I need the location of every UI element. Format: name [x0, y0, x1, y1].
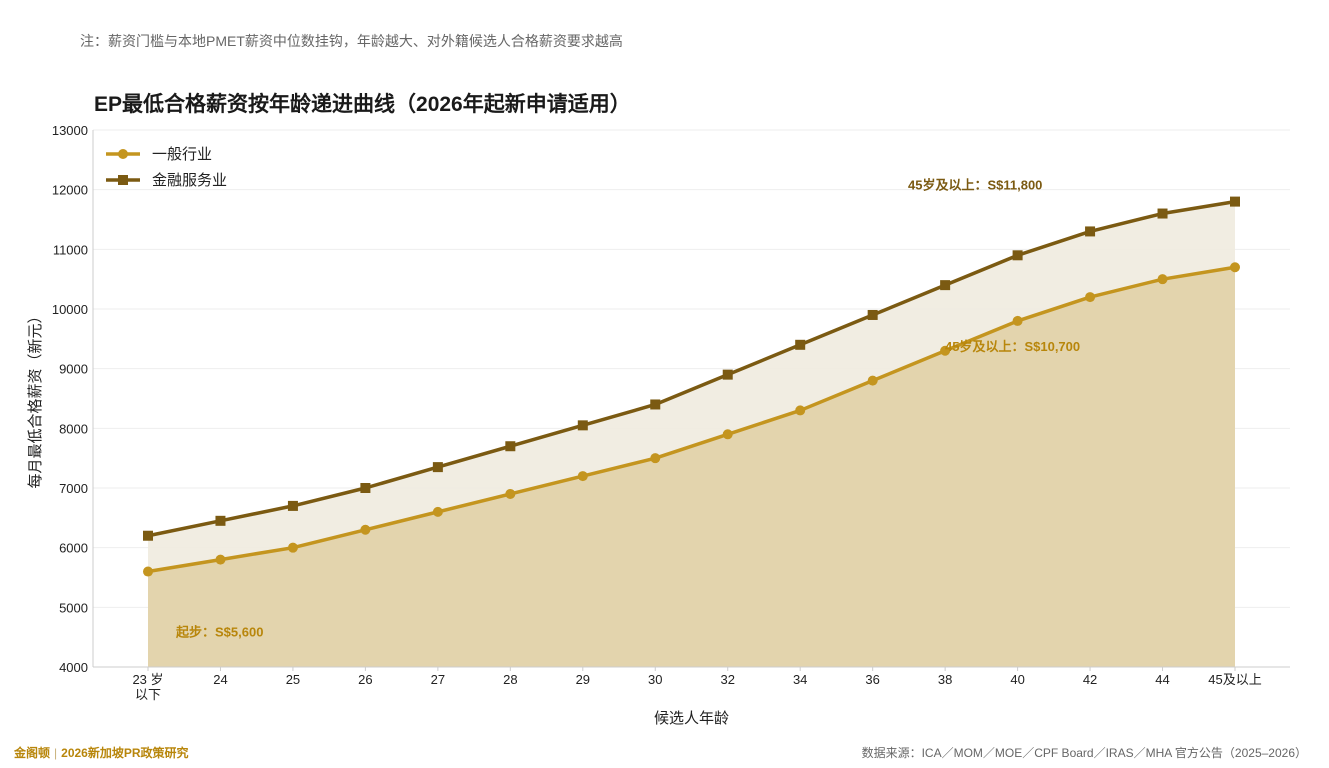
area-general	[148, 267, 1235, 667]
x-axis-title: 候选人年龄	[654, 710, 729, 727]
data-point	[577, 420, 588, 431]
x-tick-label: 28	[503, 672, 517, 687]
x-tick-label: 36	[865, 672, 879, 687]
y-tick-label: 4000	[59, 660, 88, 675]
x-tick-label: 25	[286, 672, 300, 687]
y-tick-label: 5000	[59, 600, 88, 615]
footer-separator: |	[54, 746, 58, 760]
marker-layer	[143, 196, 1240, 577]
x-tick-label: 44	[1155, 672, 1169, 687]
data-point	[1230, 196, 1240, 207]
brand-subtitle: 2026新加坡PR政策研究	[61, 746, 189, 760]
data-point	[432, 506, 443, 517]
y-tick-label: 13000	[52, 123, 88, 138]
y-tick-label: 9000	[59, 362, 88, 377]
data-point	[1230, 262, 1240, 273]
data-point	[505, 441, 516, 452]
series-line-finance	[147, 199, 1236, 538]
y-tick-label: 6000	[59, 541, 88, 556]
legend-marker	[118, 175, 128, 185]
data-point	[1085, 292, 1096, 303]
data-point	[432, 462, 443, 473]
x-tick-label: 45及以上	[1208, 672, 1261, 687]
footer-brand: 金阁顿 | 2026新加坡PR政策研究	[14, 744, 189, 761]
x-tick-label: 29	[576, 672, 590, 687]
area-layer	[148, 201, 1235, 667]
data-point	[1157, 274, 1168, 285]
data-point	[1012, 315, 1023, 326]
data-point	[940, 280, 951, 291]
y-tick-label: 7000	[59, 481, 88, 496]
data-point	[1012, 250, 1023, 261]
x-tick-label: 40	[1010, 672, 1024, 687]
chart-note: 注：薪资门槛与本地PMET薪资中位数挂钩，年龄越大、对外籍候选人合格薪资要求越高	[80, 33, 623, 49]
data-point	[867, 309, 878, 320]
data-point	[505, 488, 516, 499]
legend-label: 一般行业	[152, 146, 212, 163]
data-point	[795, 339, 806, 350]
data-point	[215, 554, 226, 565]
data-point	[867, 375, 878, 386]
annotation-label: 起步：S$5,600	[175, 625, 263, 640]
data-point	[722, 429, 733, 440]
y-tick-label: 8000	[59, 421, 88, 436]
legend-label: 金融服务业	[152, 172, 227, 189]
x-tick-label: 26	[358, 672, 372, 687]
data-point	[650, 453, 661, 464]
data-point	[287, 542, 298, 553]
data-point	[1085, 226, 1096, 237]
axis-layer: 4000 5000 6000 7000 8000 9000 10000 11000 12000 1…	[27, 123, 1290, 727]
x-tick-label: 42	[1083, 672, 1097, 687]
data-point	[143, 566, 153, 577]
data-point	[722, 369, 733, 380]
legend-marker	[118, 149, 128, 159]
x-tick-label: 30	[648, 672, 662, 687]
series-line-general	[147, 265, 1236, 574]
data-source: 数据来源：ICA／MOM／MOE／CPF Board／IRAS／MHA 官方公告…	[861, 746, 1307, 760]
data-point	[940, 345, 951, 356]
brand-name: 金阁顿	[14, 746, 51, 760]
area-between-series	[148, 201, 1235, 572]
x-tick-label: 24	[213, 672, 227, 687]
x-tick-label: 23 岁以下	[132, 672, 163, 702]
line-layer	[147, 199, 1236, 574]
y-tick-label: 12000	[52, 183, 88, 198]
data-point	[143, 530, 153, 541]
x-tick-label: 27	[431, 672, 445, 687]
data-point	[650, 399, 661, 410]
x-tick-label: 34	[793, 672, 807, 687]
data-point	[577, 471, 588, 482]
annotation-label: 45岁及以上：S$11,800	[908, 178, 1042, 193]
data-point	[795, 405, 806, 416]
data-point	[1157, 208, 1168, 219]
data-point	[360, 524, 371, 535]
y-tick-label: 11000	[53, 242, 88, 257]
x-tick-label: 32	[720, 672, 734, 687]
chart-title: EP最低合格薪资按年龄递进曲线（2026年起新申请适用）	[94, 93, 631, 116]
x-tick-label: 38	[938, 672, 952, 687]
y-tick-label: 10000	[52, 302, 88, 317]
label-layer: 起步：S$5,600 45岁及以上：S$10,700 45岁及以上：S$11,800	[175, 178, 1080, 640]
data-point	[360, 483, 371, 493]
annotation-label: 45岁及以上：S$10,700	[945, 339, 1080, 354]
data-point	[215, 515, 226, 526]
y-axis-title: 每月最低合格薪资（新元）	[27, 308, 44, 488]
data-point	[287, 500, 298, 511]
